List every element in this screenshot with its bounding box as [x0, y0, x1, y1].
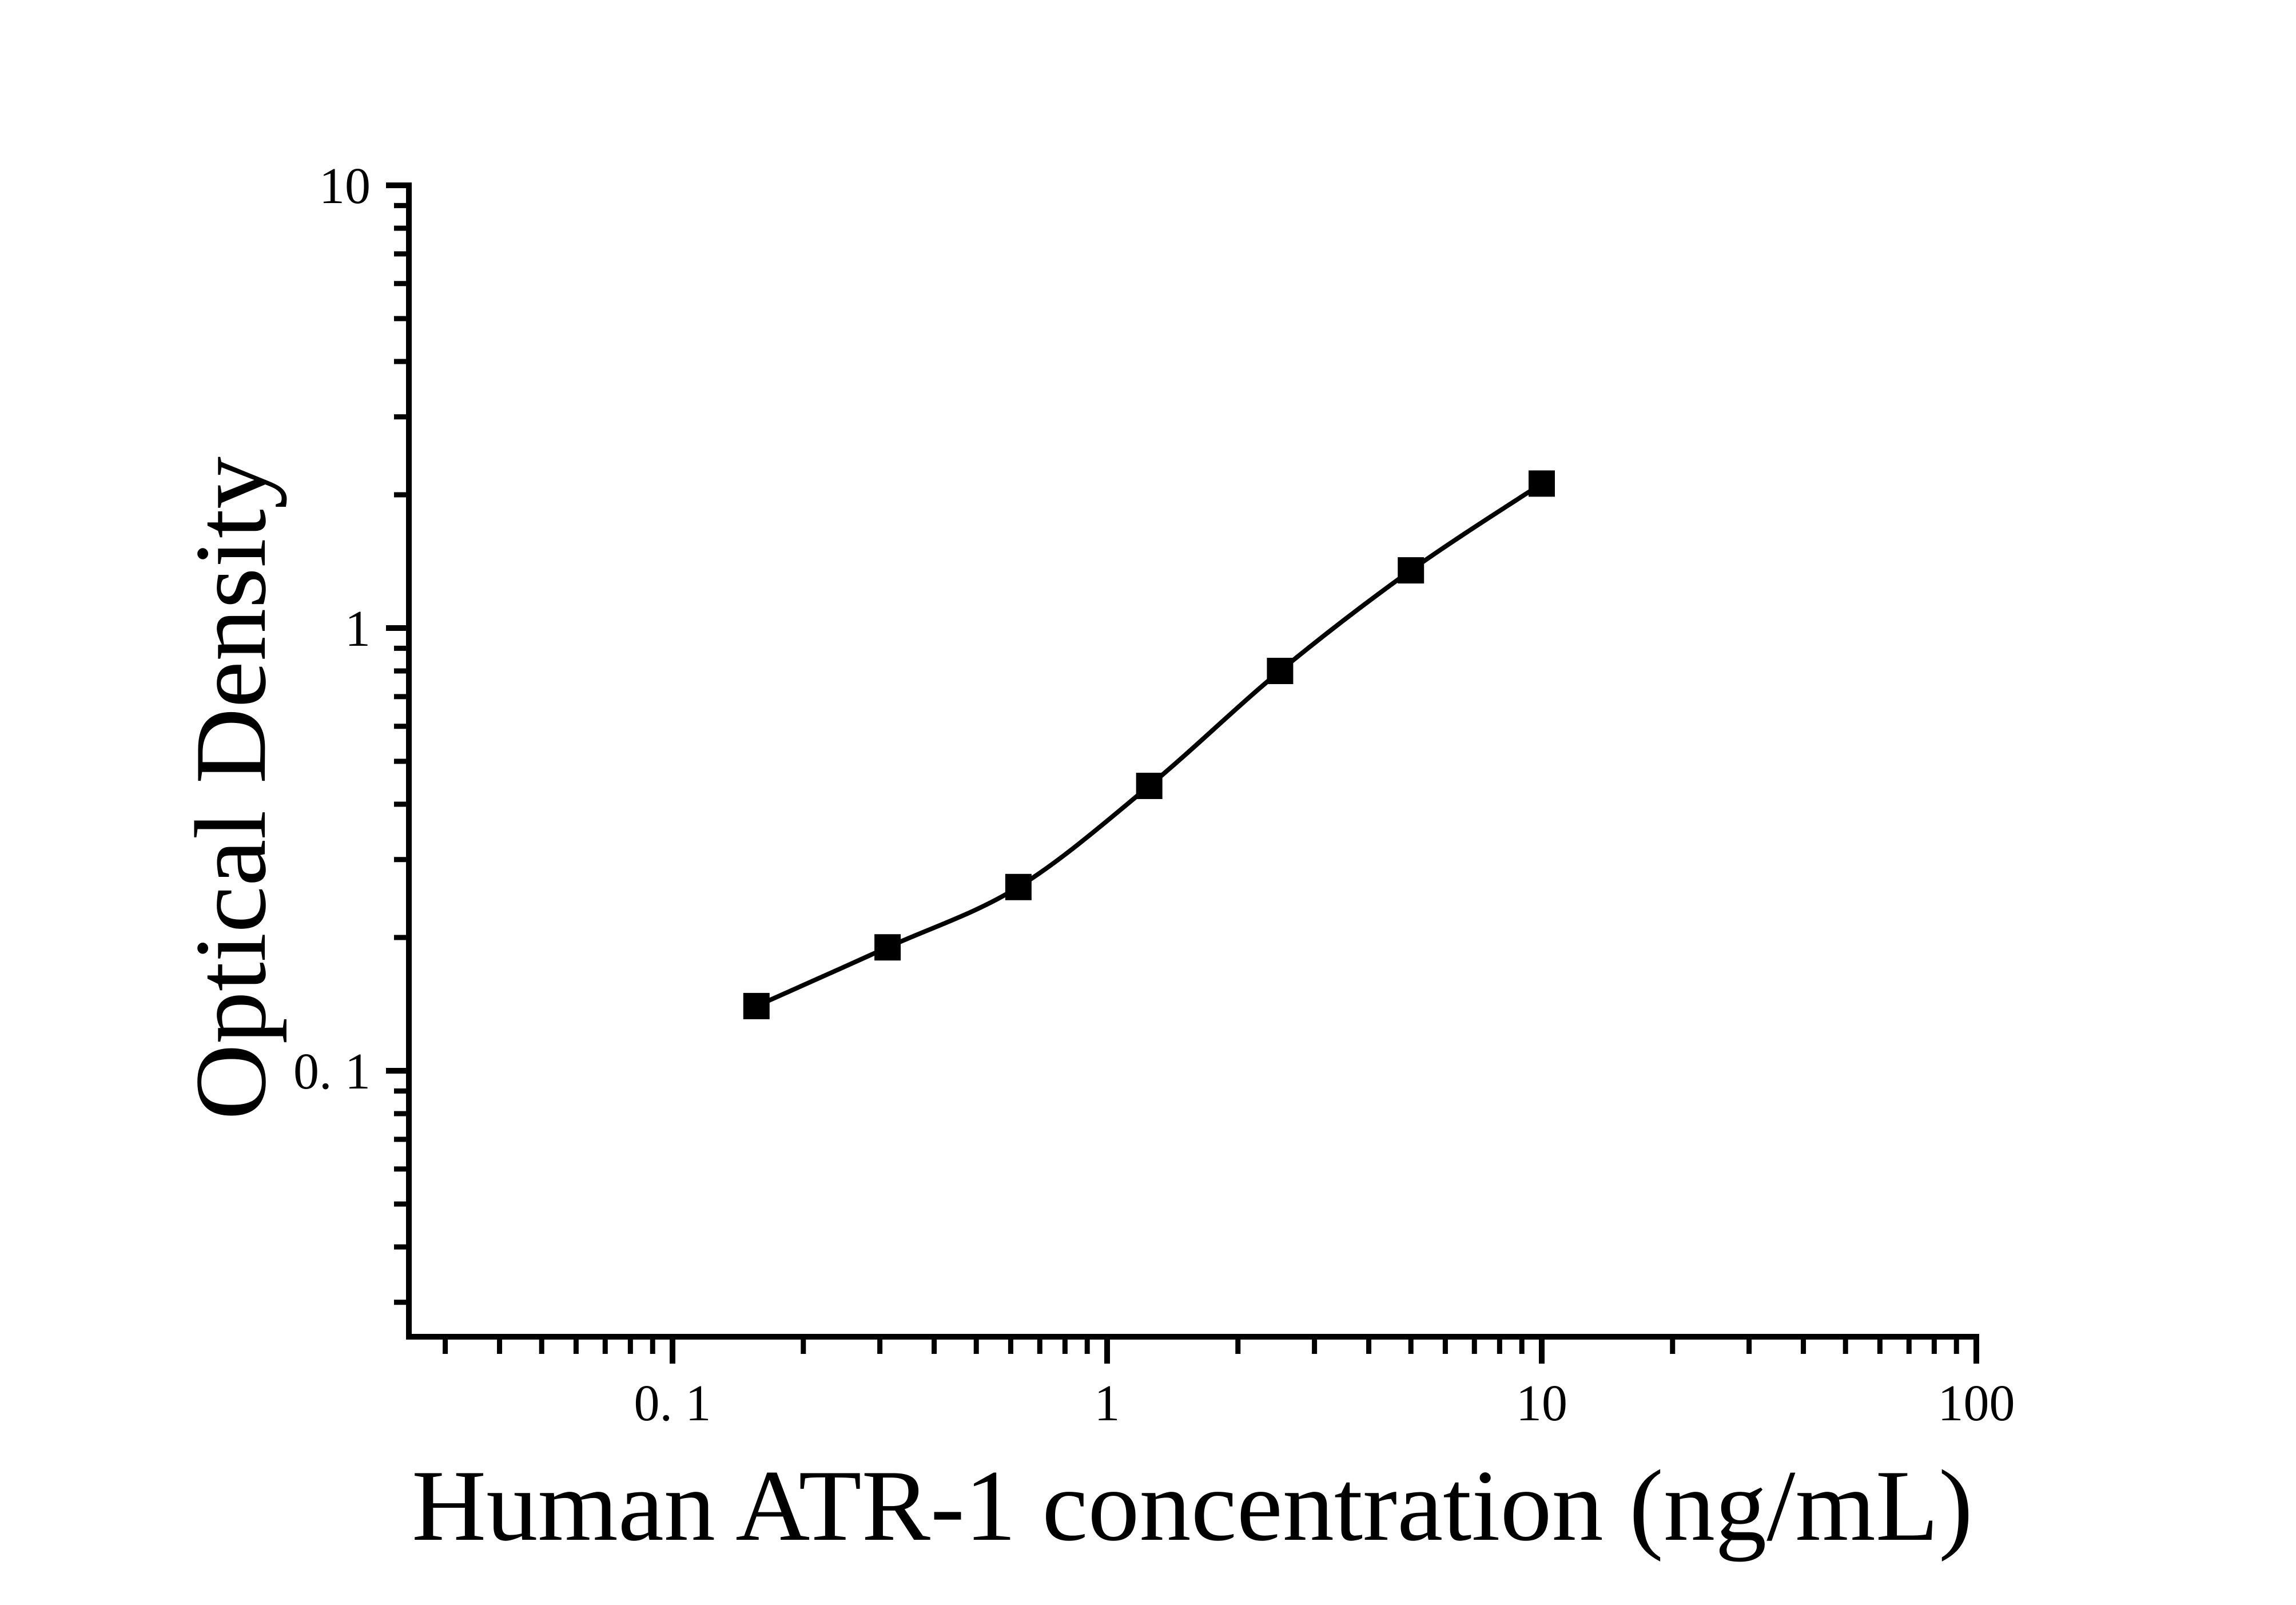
data-point-marker	[743, 992, 770, 1019]
data-point-marker	[1529, 470, 1555, 497]
y-tick-label: 0. 1	[293, 1043, 371, 1100]
x-tick-label: 0. 1	[634, 1375, 711, 1432]
x-tick-label: 1	[1095, 1375, 1120, 1432]
data-point-marker	[1267, 658, 1294, 685]
data-point-marker	[1005, 873, 1032, 900]
x-tick-label: 100	[1938, 1375, 2015, 1432]
y-tick-label: 1	[345, 601, 371, 657]
data-point-marker	[1398, 557, 1424, 584]
y-axis-title: Optical Density	[174, 456, 287, 1120]
data-point-marker	[874, 934, 901, 961]
y-tick-label: 10	[319, 158, 371, 214]
data-point-marker	[1136, 772, 1163, 799]
x-tick-label: 10	[1516, 1375, 1567, 1432]
x-axis-title: Human ATR-1 concentration (ng/mL)	[412, 1449, 1973, 1562]
